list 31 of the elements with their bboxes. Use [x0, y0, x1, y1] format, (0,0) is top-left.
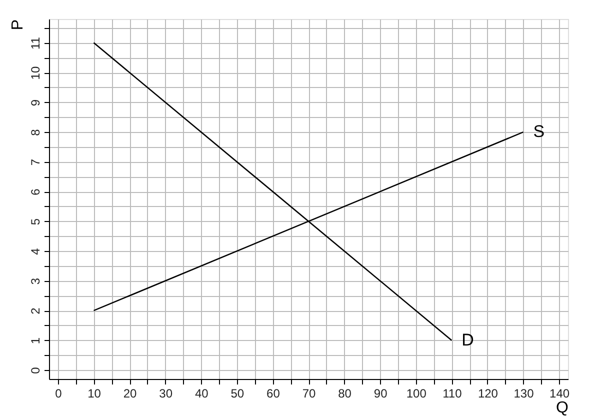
y-axis-title: P [10, 20, 26, 30]
x-tick-label: 30 [159, 386, 173, 400]
x-tick-label: 0 [55, 386, 62, 400]
series-label: D [462, 330, 474, 350]
y-tick-label: 7 [28, 158, 42, 166]
y-tick-label: 11 [28, 36, 42, 50]
x-tick-label: 100 [406, 386, 427, 400]
x-tick-label: 40 [194, 386, 209, 400]
x-tick-label: 50 [230, 386, 244, 400]
y-tick-label: 8 [28, 128, 42, 136]
y-tick-label: 1 [28, 337, 42, 344]
x-tick-label: 20 [123, 386, 138, 400]
y-tick-label: 6 [28, 188, 42, 196]
y-tick-label: 3 [28, 278, 42, 285]
y-tick-label: 4 [28, 248, 42, 255]
x-tick-label: 110 [442, 386, 462, 400]
x-tick-label: 60 [266, 386, 280, 400]
x-tick-label: 120 [478, 386, 498, 400]
y-tick-label: 0 [28, 366, 42, 374]
y-tick-label: 5 [28, 218, 42, 226]
x-axis-title: Q [556, 400, 568, 416]
x-tick-label: 140 [550, 386, 570, 400]
y-tick-label: 2 [28, 307, 42, 314]
y-tick-label: 10 [28, 66, 42, 80]
series-label: S [533, 122, 545, 142]
x-tick-label: 130 [514, 386, 534, 400]
x-tick-label: 90 [374, 386, 388, 400]
x-tick-label: 10 [88, 386, 102, 400]
y-tick-label: 9 [28, 99, 42, 106]
x-tick-label: 80 [338, 386, 352, 400]
x-tick-label: 70 [302, 386, 316, 400]
